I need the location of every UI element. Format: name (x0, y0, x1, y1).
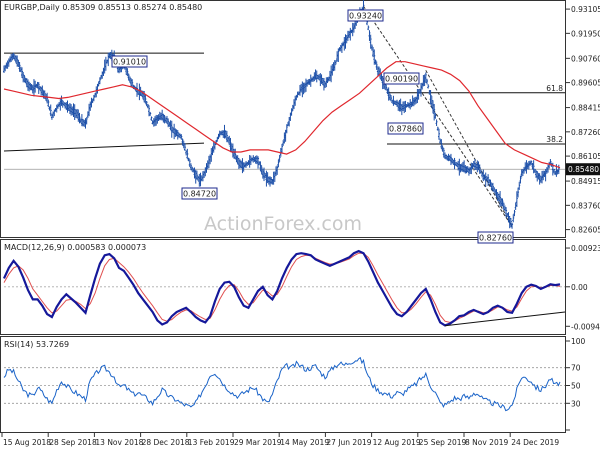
price-annotation-label: 0.90190 (385, 75, 418, 84)
price-y-tick-label: 0.82605 (571, 226, 600, 235)
rsi-header: RSI(14) 53.7269 (4, 340, 69, 349)
support-trendline (3, 142, 205, 152)
macd-y-tick-label: 0.00 (571, 283, 588, 292)
price-ohlc: 0.85309 0.85513 0.85274 0.85480 (62, 3, 202, 12)
macd-signal-line (3, 252, 561, 323)
price-annotation-box (347, 9, 384, 22)
price-symbol: EURGBP,Daily (4, 3, 60, 12)
price-annotation-box (181, 187, 218, 200)
x-tick-label: 14 May 2019 (280, 438, 329, 447)
macd-y-tick-label: 0.009237 (571, 244, 600, 253)
x-tick-label: 29 Mar 2019 (234, 438, 282, 447)
x-tick-label: 28 Dec 2018 (142, 438, 190, 447)
price-panel-frame (0, 0, 566, 238)
price-y-tick-label: 0.93105 (571, 5, 600, 14)
x-tick-label: 8 Nov 2019 (465, 438, 508, 447)
x-tick-label: 13 Nov 2018 (95, 438, 143, 447)
rsi-y-tick-label: 100 (571, 337, 586, 346)
price-y-tick-label: 0.90760 (571, 54, 600, 63)
price-annotation-label: 0.87860 (389, 125, 422, 134)
price-y-tick-label: 0.84915 (571, 177, 600, 186)
current-price-tag-label: 0.85480 (568, 165, 599, 174)
price-y-tick-label: 0.91950 (571, 29, 600, 38)
price-annotation-box (111, 55, 148, 68)
price-annotation-label: 0.91010 (113, 58, 146, 67)
current-price-tag (566, 163, 600, 176)
price-header: EURGBP,Daily 0.85309 0.85513 0.85274 0.8… (4, 3, 202, 12)
price-y-tick-label: 0.87260 (571, 128, 600, 137)
x-tick-label: 15 Aug 2018 (3, 438, 51, 447)
x-tick-label: 12 Aug 2019 (373, 438, 421, 447)
rsi-line (3, 356, 561, 412)
price-annotation-box (477, 231, 514, 244)
dashed-projection-line (363, 5, 513, 227)
x-tick-label: 24 Dec 2019 (511, 438, 559, 447)
price-y-tick-label: 0.88415 (571, 104, 600, 113)
x-tick-label: 25 Sep 2019 (419, 438, 467, 447)
price-y-tick-label: 0.83760 (571, 201, 600, 210)
price-y-tick-label: 0.86105 (571, 152, 600, 161)
price-annotation-box (387, 122, 424, 135)
macd-y-tick-label: -0.009413 (571, 322, 600, 331)
watermark-text: ActionForex.com (204, 213, 362, 235)
price-annotation-label: 0.93240 (349, 12, 382, 21)
price-annotation-label: 0.84720 (183, 190, 216, 199)
rsi-y-tick-label: 30 (571, 399, 581, 408)
fib-level-label: 61.8 (546, 84, 563, 93)
rsi-y-tick-label: 70 (571, 364, 581, 373)
x-tick-label: 27 Jun 2019 (326, 438, 371, 447)
moving-average-line (3, 61, 561, 169)
macd-line (2, 249, 561, 327)
macd-header: MACD(12,26,9) 0.000583 0.000073 (4, 243, 146, 252)
price-y-tick-label: 0.89605 (571, 79, 600, 88)
macd-panel-frame (0, 239, 566, 335)
price-annotation-box (383, 72, 420, 85)
x-tick-label: 13 Feb 2019 (188, 438, 235, 447)
macd-trendline (444, 311, 566, 327)
price-annotation-label: 0.82760 (479, 234, 512, 243)
rsi-y-tick-label: 50 (571, 382, 581, 391)
fib-level-label: 38.2 (546, 135, 563, 144)
x-tick-label: 28 Sep 2018 (49, 438, 97, 447)
rsi-panel-frame (0, 336, 566, 433)
